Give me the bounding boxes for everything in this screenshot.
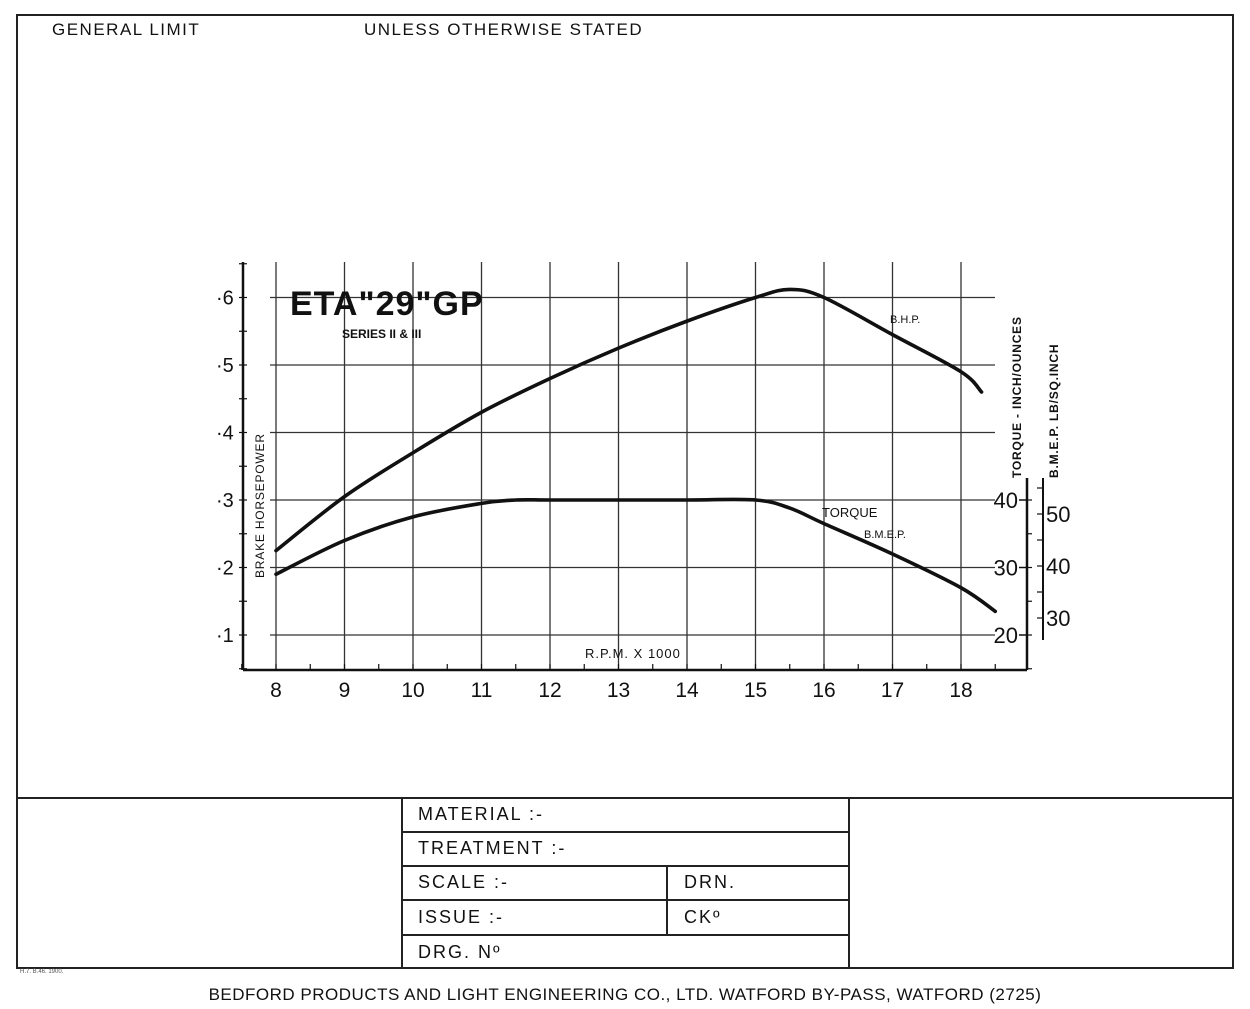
material-field: MATERIAL :- <box>418 804 545 824</box>
torque-tick-label: 30 <box>994 556 1018 581</box>
y-tick-label: ·1 <box>216 625 234 647</box>
title-block-row-2-rule <box>401 865 850 867</box>
title-block-row-3-rule <box>401 899 850 901</box>
torque-tick-label: 20 <box>994 623 1018 648</box>
x-axis-label: R.P.M. X 1000 <box>585 646 681 661</box>
company-footer: BEDFORD PRODUCTS AND LIGHT ENGINEERING C… <box>208 985 1042 1004</box>
treatment-field: TREATMENT :- <box>418 838 567 858</box>
title-block-left-rule <box>401 797 403 969</box>
y-tick-label: ·6 <box>216 288 234 310</box>
y-tick-label: ·4 <box>216 423 234 445</box>
torque-tick-label: 40 <box>994 488 1018 513</box>
bmep-curve-label: B.M.E.P. <box>864 529 906 541</box>
bhp-curve-label: B.H.P. <box>890 314 920 326</box>
title-block-top-rule <box>16 797 1234 799</box>
torque-curve-label: TORQUE <box>822 505 878 520</box>
x-tick-label: 13 <box>607 679 630 702</box>
y-axis-label-left: BRAKE HORSEPOWER <box>253 433 267 578</box>
x-tick-label: 18 <box>949 679 972 702</box>
y-tick-label: ·5 <box>216 355 234 377</box>
drawing-sheet <box>16 14 1234 969</box>
title-block-right-rule <box>848 797 850 969</box>
bmep-tick-label: 40 <box>1046 554 1070 579</box>
bmep-tick-label: 30 <box>1046 606 1070 631</box>
scale-field: SCALE :- <box>418 872 510 892</box>
drawing-number-field: DRG. Nº <box>418 942 502 962</box>
chart-series <box>274 287 998 614</box>
chart-title: ETA"29"GP <box>290 285 484 323</box>
chart-grid <box>270 262 995 670</box>
x-tick-label: 17 <box>881 679 904 702</box>
drawn-field: DRN. <box>684 872 736 892</box>
x-tick-label: 11 <box>471 679 493 702</box>
issue-field: ISSUE :- <box>418 907 505 927</box>
title-block-row-1-rule <box>401 831 850 833</box>
general-limit-label: GENERAL LIMIT <box>52 20 201 39</box>
y-axis-label-torque: TORQUE - INCH/OUNCES <box>1010 316 1024 478</box>
bmep-tick-label: 50 <box>1046 502 1070 527</box>
x-tick-label: 12 <box>538 679 561 702</box>
x-tick-label: 15 <box>744 679 767 702</box>
x-tick-label: 9 <box>339 679 351 702</box>
checked-field: CKº <box>684 907 722 927</box>
y-tick-label: ·2 <box>216 558 234 580</box>
chart-labels: ETA"29"GP SERIES II & III R.P.M. X 1000 … <box>253 285 1061 661</box>
x-tick-label: 8 <box>270 679 282 702</box>
x-tick-label: 10 <box>401 679 424 702</box>
y-tick-label: ·3 <box>216 490 234 512</box>
print-code: H.7. B.46. 1900. <box>20 969 64 975</box>
torque-bmep-curve <box>274 497 998 614</box>
performance-chart: 8 9 10 11 12 13 14 15 16 17 18 ·1 ·2 ·3 ·4 ·5 ·6 20 30 40 30… <box>216 262 1070 702</box>
chart-subtitle: SERIES II & III <box>342 327 421 341</box>
title-block-row-4-rule <box>401 934 850 936</box>
bhp-curve <box>274 287 984 553</box>
chart-axes: 8 9 10 11 12 13 14 15 16 17 18 ·1 ·2 ·3 ·4 ·5 ·6 20 30 40 30… <box>216 262 1070 702</box>
title-block-mid-rule <box>666 865 668 935</box>
otherwise-stated-label: UNLESS OTHERWISE STATED <box>364 20 644 39</box>
x-tick-label: 14 <box>675 679 699 702</box>
y-axis-label-bmep: B.M.E.P. LB/SQ.INCH <box>1047 344 1061 478</box>
x-tick-label: 16 <box>812 679 835 702</box>
